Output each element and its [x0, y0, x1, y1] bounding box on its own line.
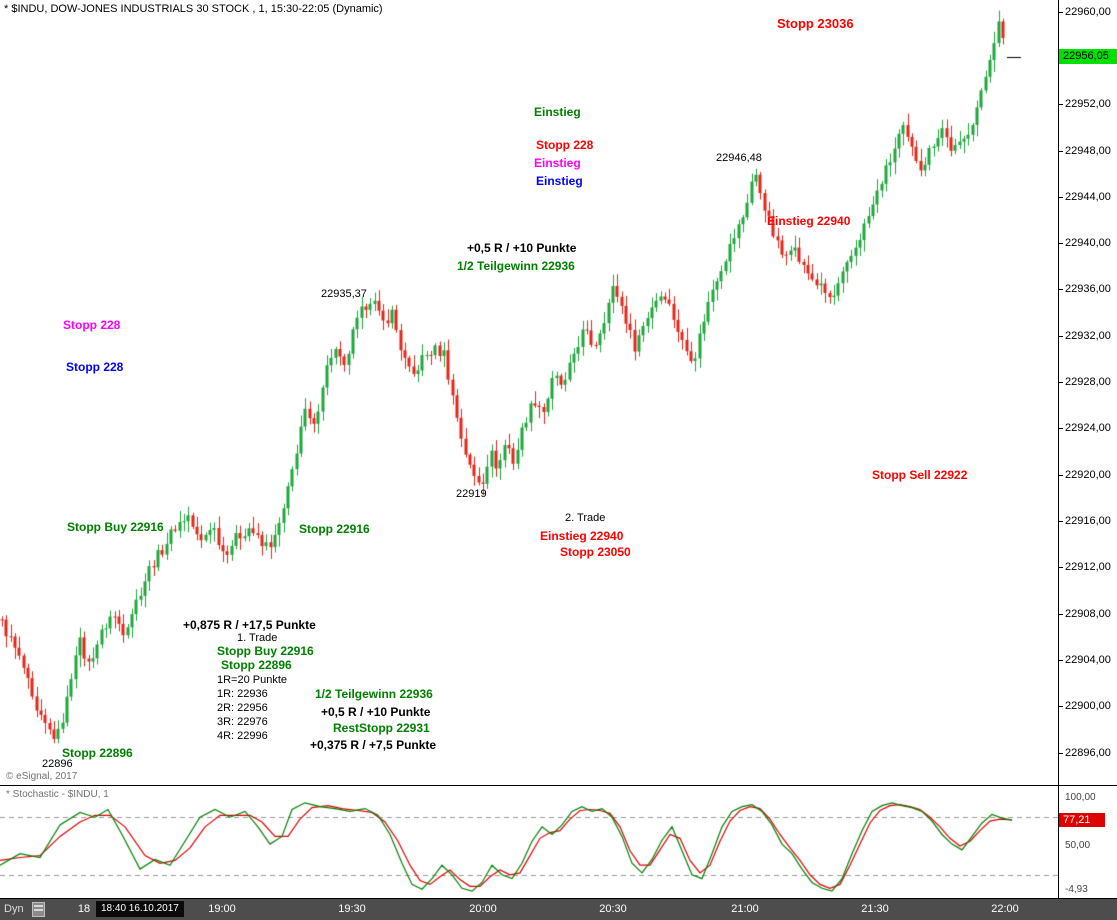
stochastic-tick-label: 50,00	[1065, 840, 1091, 851]
price-tick-label: 22940,00	[1065, 237, 1111, 250]
chart-annotation[interactable]: Einstieg	[534, 156, 581, 170]
chart-title: * $INDU, DOW-JONES INDUSTRIALS 30 STOCK …	[4, 3, 383, 15]
main-chart-panel: * $INDU, DOW-JONES INDUSTRIALS 30 STOCK …	[0, 0, 1059, 786]
chart-annotation[interactable]: 2. Trade	[565, 512, 606, 524]
chart-annotation[interactable]: +0,5 R / +10 Punkte	[321, 705, 431, 719]
price-tick-label: 22904,00	[1065, 653, 1111, 666]
chart-annotation[interactable]: 22919	[456, 488, 487, 500]
chart-annotation[interactable]: 3R: 22976	[217, 716, 268, 728]
price-axis-tick	[1059, 753, 1063, 754]
price-axis-tick	[1059, 382, 1063, 383]
time-axis-label: 22:00	[991, 903, 1019, 915]
chart-annotation[interactable]: Stopp Buy 22916	[67, 520, 164, 534]
price-axis-tick	[1059, 151, 1063, 152]
chart-annotation[interactable]: Stopp 23050	[560, 545, 631, 559]
time-axis-label: 20:00	[469, 903, 497, 915]
chart-annotation[interactable]: 1R: 22936	[217, 688, 268, 700]
chart-annotation[interactable]: 22946,48	[716, 152, 762, 164]
chart-annotation[interactable]: +0,5 R / +10 Punkte	[467, 241, 577, 255]
chart-annotation[interactable]: Einstieg 22940	[540, 529, 624, 543]
time-axis-label: 19:30	[338, 903, 366, 915]
chart-annotation[interactable]: Stopp 228	[63, 318, 121, 332]
price-tick-label: 22944,00	[1065, 190, 1111, 203]
chart-annotation[interactable]: Stopp 228	[66, 360, 124, 374]
price-tick-label: 22960,00	[1065, 5, 1111, 18]
chart-annotation[interactable]: Einstieg	[536, 174, 583, 188]
price-tick-label: 22920,00	[1065, 468, 1111, 481]
price-axis-tick	[1059, 706, 1063, 707]
price-axis-tick	[1059, 521, 1063, 522]
price-tick-label: 22924,00	[1065, 422, 1111, 435]
dynamic-mode-label[interactable]: Dyn	[4, 903, 24, 915]
price-tick-label: 22896,00	[1065, 746, 1111, 759]
price-tick-label: 22900,00	[1065, 700, 1111, 713]
chart-annotation[interactable]: Einstieg 22940	[767, 214, 851, 228]
chart-annotation[interactable]: Stopp Buy 22916	[217, 644, 314, 658]
chart-annotation[interactable]: RestStopp 22931	[333, 721, 430, 735]
price-axis-tick	[1059, 104, 1063, 105]
price-axis-tick	[1059, 197, 1063, 198]
chart-annotation[interactable]: 22896	[42, 758, 73, 770]
candlestick-chart-canvas[interactable]	[0, 0, 1058, 785]
chart-annotation[interactable]: 4R: 22996	[217, 730, 268, 742]
session-start-badge: 18:40 16.10.2017	[96, 901, 184, 917]
price-tick-label: 22952,00	[1065, 98, 1111, 111]
stochastic-title: * Stochastic - $INDU, 1	[6, 789, 109, 800]
price-tick-label: 22916,00	[1065, 515, 1111, 528]
chart-annotation[interactable]: 1/2 Teilgewinn 22936	[315, 687, 433, 701]
stochastic-value-badge: 77,21	[1059, 812, 1105, 827]
chart-annotation[interactable]: Stopp Sell 22922	[872, 468, 968, 482]
chart-annotation[interactable]: +0,875 R / +17,5 Punkte	[183, 618, 316, 632]
stochastic-axis[interactable]: 77,21 100,00 50,00 -4,93	[1059, 786, 1117, 899]
chart-annotation[interactable]: Stopp 22896	[62, 746, 133, 760]
price-axis[interactable]: 22956,05 22960,0022956,0022952,0022948,0…	[1059, 0, 1117, 786]
price-axis-tick	[1059, 660, 1063, 661]
price-axis-tick	[1059, 614, 1063, 615]
price-axis-tick	[1059, 336, 1063, 337]
time-axis-label: 20:30	[599, 903, 627, 915]
chart-annotation[interactable]: +0,375 R / +7,5 Punkte	[310, 738, 437, 752]
price-axis-tick	[1059, 567, 1063, 568]
chart-annotation[interactable]: 1/2 Teilgewinn 22936	[457, 259, 575, 273]
chart-annotation[interactable]: Stopp 22896	[221, 658, 292, 672]
time-axis-label: 21:00	[731, 903, 759, 915]
price-tick-label: 22932,00	[1065, 329, 1111, 342]
annotations-layer: Stopp 23036 Einstieg Stopp 228 Einstieg Eins…	[42, 16, 968, 770]
chart-annotation[interactable]: 2R: 22956	[217, 702, 268, 714]
time-axis-label: 18	[77, 903, 91, 915]
chart-annotation[interactable]: Stopp 23036	[777, 16, 854, 31]
stochastic-tick-label: 100,00	[1065, 792, 1096, 803]
price-tick-label: 22948,00	[1065, 144, 1111, 157]
copyright-label: © eSignal, 2017	[6, 771, 78, 782]
price-tick-label: 22936,00	[1065, 283, 1111, 296]
price-tick-label: 22908,00	[1065, 607, 1111, 620]
time-axis-label: 19:00	[208, 903, 236, 915]
price-axis-tick	[1059, 243, 1063, 244]
chart-annotation[interactable]: Einstieg	[534, 105, 581, 119]
chart-annotation[interactable]: Stopp 228	[536, 138, 594, 152]
price-axis-tick	[1059, 12, 1063, 13]
price-tick-label: 22912,00	[1065, 561, 1111, 574]
chart-annotation[interactable]: 22935,37	[321, 288, 367, 300]
chart-annotation[interactable]: 1. Trade	[237, 632, 278, 644]
time-axis[interactable]: Dyn 18:40 16.10.2017 18 19:00 19:30 20:00 20…	[0, 899, 1117, 920]
price-tick-label: 22928,00	[1065, 376, 1111, 389]
price-axis-tick	[1059, 289, 1063, 290]
time-axis-label: 21:30	[861, 903, 889, 915]
stochastic-panel: * Stochastic - $INDU, 1	[0, 786, 1059, 899]
chart-annotation[interactable]: Stopp 22916	[299, 522, 370, 536]
price-axis-tick	[1059, 475, 1063, 476]
page-icon[interactable]	[32, 902, 45, 917]
chart-annotation[interactable]: 1R=20 Punkte	[217, 674, 288, 686]
stochastic-chart-canvas[interactable]	[0, 786, 1058, 898]
stochastic-tick-label: -4,93	[1065, 884, 1088, 895]
price-axis-tick	[1059, 428, 1063, 429]
last-price-badge: 22956,05	[1059, 49, 1117, 65]
